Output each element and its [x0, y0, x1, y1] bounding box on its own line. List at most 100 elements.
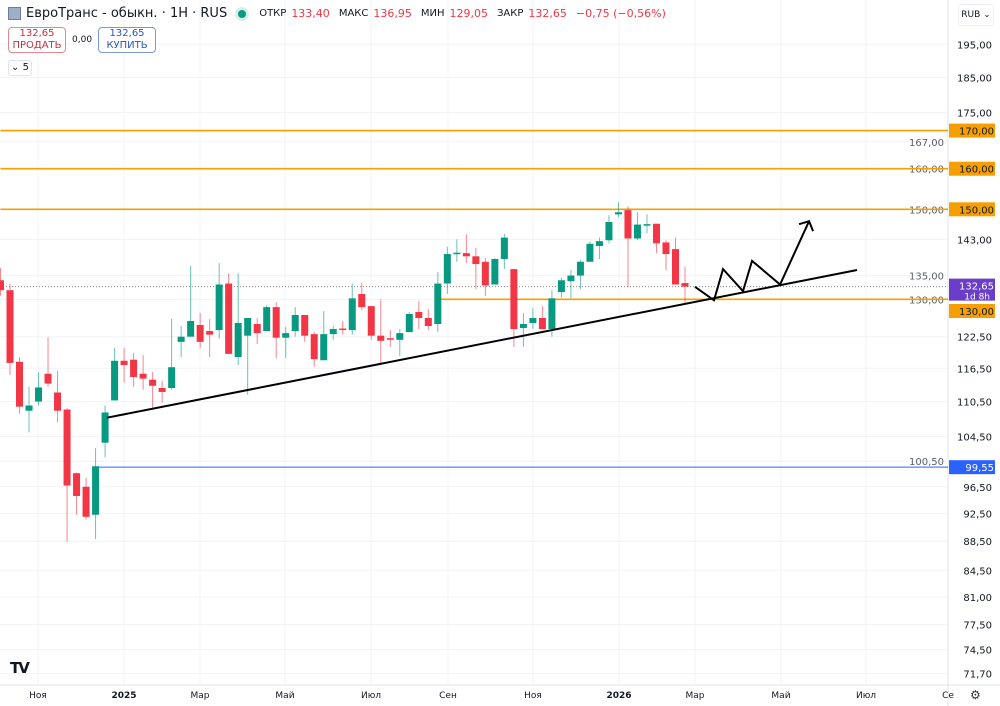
candle — [139, 354, 147, 390]
candle — [35, 372, 43, 406]
candle-body — [472, 256, 480, 265]
candle — [443, 246, 451, 295]
trendline — [106, 269, 858, 419]
candle — [339, 320, 347, 335]
candle-body — [453, 252, 461, 255]
candle — [263, 305, 271, 332]
candle — [671, 237, 679, 285]
candle-body — [434, 283, 442, 324]
candle-body — [405, 314, 413, 333]
candle — [177, 326, 185, 358]
y-tick-label: 88,50 — [963, 537, 992, 548]
settings-gear-icon[interactable]: ⚙ — [970, 688, 981, 702]
candle-body — [681, 283, 689, 287]
candle-body — [320, 334, 328, 361]
candle-body — [500, 237, 508, 260]
candle — [548, 290, 556, 337]
candle-body — [206, 331, 214, 335]
candle-body — [6, 290, 14, 363]
y-tick-label: 150,00 — [909, 205, 944, 216]
price-level-badge-label: 170,00 — [959, 127, 994, 138]
price-level-badge-label: 150,00 — [959, 205, 994, 216]
sell-price: 132,65 — [19, 28, 55, 39]
candle-body — [624, 210, 632, 239]
indicators-collapse-button[interactable]: ⌄ 5 — [8, 60, 32, 76]
candle — [595, 237, 603, 260]
candle — [92, 448, 100, 540]
y-tick-label: 175,00 — [957, 108, 992, 119]
indicators-count: 5 — [22, 62, 29, 73]
candle — [54, 370, 62, 423]
candle — [367, 306, 375, 340]
candle — [111, 348, 119, 401]
y-tick-label: 104,50 — [957, 433, 992, 444]
candle — [557, 277, 565, 298]
market-status-icon — [238, 9, 247, 18]
candle-body — [149, 379, 157, 386]
candle-body — [187, 320, 195, 337]
y-tick-label: 100,50 — [909, 457, 944, 468]
candle — [481, 258, 489, 296]
candle — [662, 240, 670, 271]
candle — [472, 247, 480, 290]
candle-body — [54, 392, 62, 411]
price-level-badge-label: 130,00 — [959, 307, 994, 318]
buy-label: КУПИТЬ — [106, 40, 148, 51]
candle — [320, 311, 328, 361]
candle — [0, 268, 4, 296]
candle-body — [519, 323, 527, 329]
candle — [510, 269, 518, 348]
countdown-label: 1d 8h — [964, 293, 990, 303]
price-level-badge — [949, 304, 995, 318]
candle — [643, 214, 651, 234]
candle — [500, 233, 508, 270]
currency-label: RUB — [961, 10, 981, 20]
sell-button[interactable]: 132,65 ПРОДАТЬ — [8, 27, 66, 53]
candle-body — [282, 333, 290, 338]
candle-body — [567, 275, 575, 282]
buy-button[interactable]: 132,65 КУПИТЬ — [98, 27, 157, 53]
candle-body — [73, 473, 81, 496]
price-level-badge — [949, 460, 995, 475]
candle — [253, 317, 261, 344]
candle-body — [301, 314, 309, 336]
y-tick-label: 135,00 — [909, 272, 944, 283]
x-tick-label: Май — [275, 691, 294, 701]
currency-select[interactable]: RUB ⌄ — [958, 4, 994, 26]
candle — [576, 259, 584, 290]
candle — [301, 314, 309, 342]
candle — [130, 352, 138, 387]
candle — [652, 223, 660, 254]
candle-body — [25, 405, 33, 411]
candle — [605, 215, 613, 244]
candle — [196, 313, 204, 349]
candle — [348, 283, 356, 335]
candle — [206, 318, 214, 358]
candle-body — [462, 253, 470, 257]
trade-buttons: 132,65 ПРОДАТЬ 0,00 132,65 КУПИТЬ — [8, 27, 157, 53]
candle-body — [548, 298, 556, 330]
high-label: МАКС — [338, 8, 369, 19]
candle-body — [234, 322, 242, 358]
candle — [386, 330, 394, 348]
y-tick-label: 84,50 — [963, 566, 992, 577]
y-tick-label: 96,50 — [963, 483, 992, 494]
candle-body — [481, 261, 489, 286]
candle — [538, 306, 546, 330]
change-value: −0,75 (−0,56%) — [575, 7, 666, 20]
symbol-title[interactable]: ЕвроТранс - обыкн. · 1Н · RUS — [26, 6, 228, 21]
candle-body — [168, 367, 176, 389]
candle-body — [310, 334, 318, 360]
x-tick-label: Ноя — [524, 691, 542, 701]
candle-body — [35, 387, 43, 402]
tradingview-logo[interactable]: TV — [10, 659, 30, 677]
candle — [25, 386, 33, 433]
price-level-badge-label: 99,55 — [965, 463, 994, 474]
candle — [453, 239, 461, 262]
arrow-head-icon — [798, 219, 814, 232]
y-tick-label: 81,00 — [963, 593, 992, 604]
candle-body — [16, 361, 24, 407]
candle — [434, 271, 442, 333]
candle-body — [196, 324, 204, 342]
